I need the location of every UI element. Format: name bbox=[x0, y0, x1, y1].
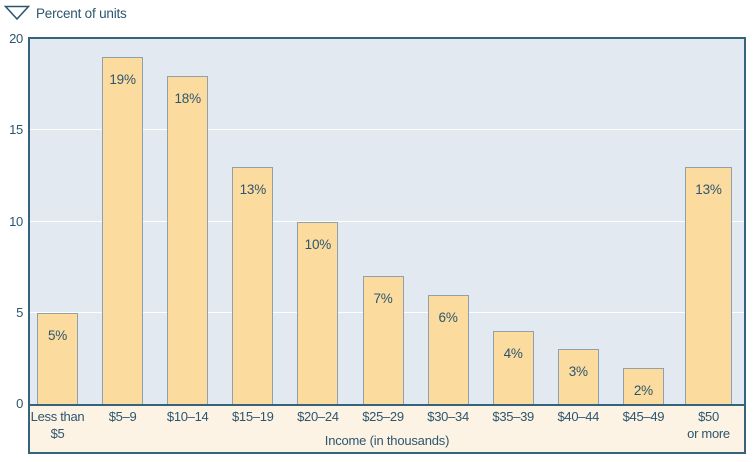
bar: 13% bbox=[232, 166, 274, 404]
x-tick-label: $25–29 bbox=[362, 409, 404, 424]
bar: 4% bbox=[492, 331, 534, 404]
bar-value-label: 6% bbox=[438, 309, 458, 325]
bar-value-label: 5% bbox=[47, 327, 68, 343]
x-tick-label: $20–24 bbox=[297, 409, 339, 424]
down-triangle-icon bbox=[4, 5, 30, 21]
x-tick-label: Less than $5 bbox=[30, 409, 85, 441]
x-tick-label: $50 or more bbox=[687, 409, 730, 441]
bar: 7% bbox=[362, 276, 404, 404]
bar: 3% bbox=[557, 349, 599, 404]
bar-value-label: 3% bbox=[568, 364, 588, 380]
y-tick-label: 10 bbox=[9, 213, 23, 229]
bar-value-label: 10% bbox=[304, 236, 332, 252]
y-tick-label: 5 bbox=[16, 304, 23, 320]
chart-header: Percent of units bbox=[4, 5, 127, 21]
bar-value-label: 2% bbox=[633, 382, 653, 398]
bar: 6% bbox=[427, 294, 469, 404]
bar-value-label: 4% bbox=[503, 346, 523, 361]
bar: 5% bbox=[37, 312, 78, 404]
plot-area: 5% 19% 18% 13% 10% 7% 6% 4% 3% 2% 13% bbox=[30, 39, 744, 404]
y-tick-label: 15 bbox=[9, 122, 23, 138]
bar: 19% bbox=[102, 57, 144, 404]
x-tick-label: $35–39 bbox=[492, 409, 534, 424]
bar-value-label: 13% bbox=[239, 181, 267, 197]
x-tick-label: $45–49 bbox=[622, 409, 665, 424]
bar: 10% bbox=[297, 221, 339, 404]
bar: 13% bbox=[685, 166, 732, 404]
bar: 18% bbox=[167, 75, 209, 404]
bar-value-label: 18% bbox=[174, 90, 201, 106]
chart-frame: 5% 19% 18% 13% 10% 7% 6% 4% 3% 2% 13% Income (in t… bbox=[28, 37, 746, 454]
x-tick-label: $10–14 bbox=[166, 409, 209, 424]
x-tick-label: $40–44 bbox=[557, 409, 600, 424]
y-axis: 0 5 10 15 20 bbox=[0, 0, 24, 462]
y-tick-label: 0 bbox=[16, 396, 23, 411]
x-tick-label: $5–9 bbox=[108, 409, 137, 424]
bar-value-label: 7% bbox=[373, 291, 393, 307]
x-tick-label: $15–19 bbox=[232, 409, 274, 424]
y-axis-title: Percent of units bbox=[36, 5, 127, 21]
x-axis-band: Income (in thousands) Less than $5 $5–9 $1… bbox=[30, 404, 744, 452]
y-tick-label: 20 bbox=[9, 31, 23, 46]
gridline bbox=[30, 220, 744, 222]
bar-value-label: 13% bbox=[695, 181, 722, 197]
bar-value-label: 19% bbox=[109, 72, 136, 88]
x-axis-title: Income (in thousands) bbox=[324, 433, 450, 448]
gridline bbox=[30, 129, 744, 131]
bar: 2% bbox=[622, 367, 664, 404]
x-tick-label: $30–34 bbox=[427, 409, 469, 424]
